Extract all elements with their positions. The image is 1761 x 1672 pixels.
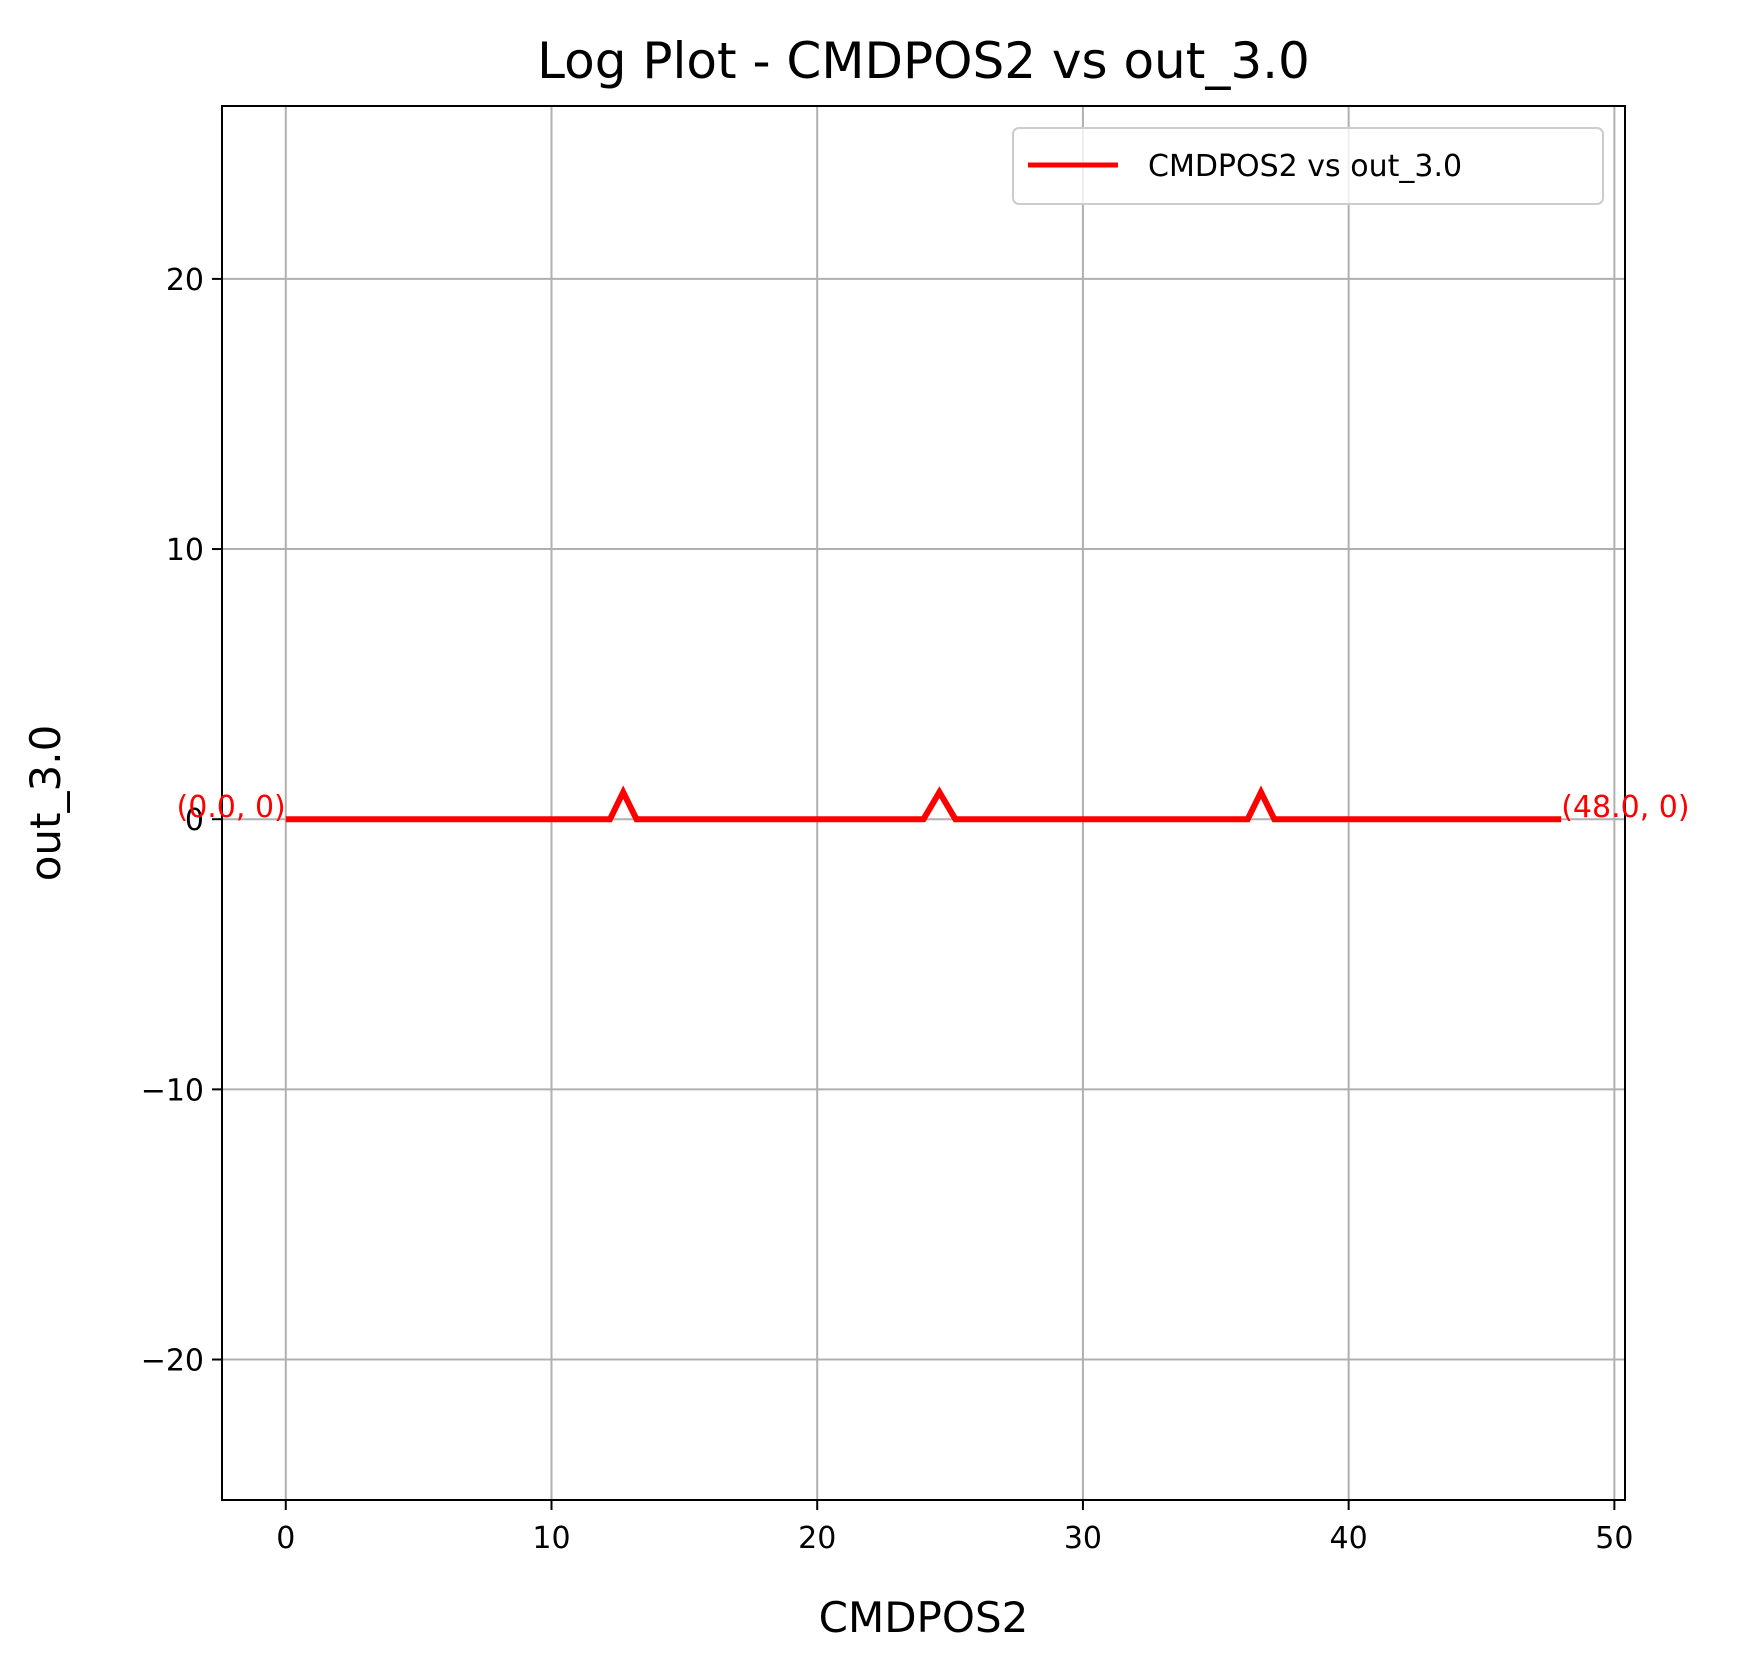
- legend-label: CMDPOS2 vs out_3.0: [1148, 149, 1462, 184]
- legend: CMDPOS2 vs out_3.0: [1012, 127, 1604, 205]
- point-annotation: (0.0, 0): [176, 790, 285, 825]
- x-tick-label: 20: [798, 1521, 836, 1556]
- point-annotation: (48.0, 0): [1561, 790, 1689, 825]
- x-tick-label: 40: [1330, 1521, 1368, 1556]
- x-tick-label: 10: [532, 1521, 570, 1556]
- y-tick-label: 20: [166, 263, 204, 298]
- x-tick-label: 0: [276, 1521, 295, 1556]
- series-layer: [285, 785, 1562, 823]
- x-tick-label: 30: [1064, 1521, 1102, 1556]
- y-axis-label: out_3.0: [21, 725, 70, 882]
- plot-frame: [221, 105, 1626, 1501]
- y-tick-label: −20: [141, 1344, 204, 1379]
- ticks: 0 10 20 30 40 50 −20 −10 0 10 20: [141, 263, 1634, 1556]
- annotations: (0.0, 0) (48.0, 0): [176, 790, 1689, 825]
- y-tick-label: 10: [166, 533, 204, 568]
- y-tick-label: −10: [141, 1073, 204, 1108]
- chart-title: Log Plot - CMDPOS2 vs out_3.0: [537, 32, 1310, 90]
- series-line: [285, 785, 1562, 823]
- legend-box: [1012, 127, 1604, 205]
- x-tick-label: 50: [1595, 1521, 1633, 1556]
- x-axis-label: CMDPOS2: [819, 1593, 1029, 1642]
- y-tick-label: 0: [185, 803, 204, 838]
